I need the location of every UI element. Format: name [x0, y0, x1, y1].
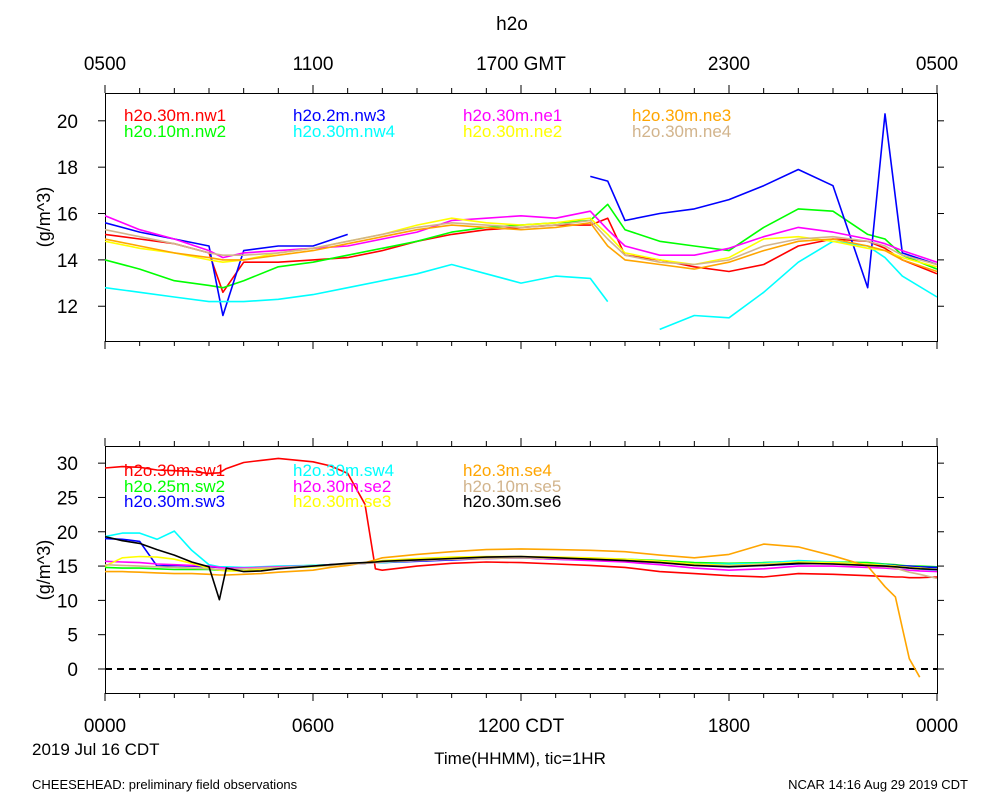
series-line-h2o.30m.nw4: [105, 240, 937, 331]
legend-entry-h2o.30m.ne1: h2o.30m.ne1: [463, 106, 562, 125]
series-line-h2o.30m.ne3: [105, 222, 937, 273]
date-label: 2019 Jul 16 CDT: [32, 740, 160, 759]
legend-entry-h2o.30m.nw4: h2o.30m.nw4: [293, 122, 395, 141]
legend-entry-h2o.25m.sw2: h2o.25m.sw2: [124, 477, 225, 496]
x-axis-label: Time(HHMM), tic=1HR: [434, 749, 606, 768]
top-axis-ticklabels: 0500 1100 1700 GMT 2300 0500: [84, 54, 958, 75]
legend-entry-h2o.30m.nw1: h2o.30m.nw1: [124, 106, 226, 125]
top-y-tick-label: 12: [57, 297, 78, 318]
bottom-y-tick-label: 0: [67, 660, 78, 681]
series-line-h2o.30m.ne4: [105, 219, 937, 266]
bottom-tick-label: 0000: [916, 716, 958, 737]
bottom-y-tick-label: 20: [57, 523, 78, 544]
legend-entry-h2o.30m.ne4: h2o.30m.ne4: [632, 122, 731, 141]
top-y-axis-label: (g/m^3): [34, 187, 54, 247]
top-tick-label: 0500: [84, 54, 126, 75]
top-tick-label: 1700 GMT: [476, 54, 566, 75]
series-line-h2o.30m.ne2: [105, 217, 937, 268]
bottom-y-axis-label: (g/m^3): [34, 540, 54, 600]
series-line-h2o.3m.se4: [105, 543, 921, 678]
bottom-axis-ticklabels: 0000 0600 1200 CDT 1800 0000: [84, 716, 958, 737]
legend-entry-h2o.30m.sw4: h2o.30m.sw4: [293, 461, 394, 480]
bottom-tick-label: 0600: [292, 716, 334, 737]
legend-entry-h2o.2m.nw3: h2o.2m.nw3: [293, 106, 386, 125]
bottom-tick-label: 1800: [708, 716, 750, 737]
bottom-y-tick-label: 10: [57, 591, 78, 612]
series-line-h2o.30m.se6: [105, 535, 937, 601]
legend-entry-h2o.30m.ne2: h2o.30m.ne2: [463, 122, 562, 141]
bottom-y-tick-label: 5: [67, 626, 78, 647]
legend-entry-h2o.30m.sw1: h2o.30m.sw1: [124, 461, 225, 480]
series-line-h2o.10m.nw2: [105, 203, 937, 289]
legend-entry-h2o.30m.se3: h2o.30m.se3: [293, 492, 391, 511]
top-tick-label: 1100: [293, 54, 334, 75]
footer-right-note: NCAR 14:16 Aug 29 2019 CDT: [788, 777, 968, 792]
legend-entry-h2o.30m.ne3: h2o.30m.ne3: [632, 106, 731, 125]
top-y-tick-label: 20: [57, 112, 78, 133]
top-y-tick-label: 18: [57, 158, 78, 179]
series-line-h2o.30m.sw1: [105, 457, 937, 579]
bottom-panel: 0 5 10 15 20 25 30 (g/m^3) h2o.30m.sw1h2o.25m.sw…: [34, 438, 944, 701]
legend-entry-h2o.3m.se4: h2o.3m.se4: [463, 461, 552, 480]
legend-entry-h2o.30m.se6: h2o.30m.se6: [463, 492, 561, 511]
bottom-y-tick-label: 15: [57, 557, 78, 578]
figure-title: h2o: [496, 14, 528, 35]
series-line-h2o.2m.nw3: [105, 113, 937, 317]
top-tick-label: 0500: [916, 54, 958, 75]
legend-entry-h2o.10m.se5: h2o.10m.se5: [463, 477, 561, 496]
bottom-tick-label: 0000: [84, 716, 126, 737]
top-tick-label: 2300: [708, 54, 750, 75]
bottom-tick-label: 1200 CDT: [478, 716, 565, 737]
top-y-tick-label: 14: [57, 251, 79, 272]
top-y-tick-label: 16: [57, 205, 78, 226]
legend-entry-h2o.30m.se2: h2o.30m.se2: [293, 477, 391, 496]
legend-entry-h2o.10m.nw2: h2o.10m.nw2: [124, 122, 226, 141]
footer-left-note: CHEESEHEAD: preliminary field observatio…: [32, 777, 298, 792]
bottom-y-tick-label: 25: [57, 488, 78, 509]
bottom-y-tick-label: 30: [57, 454, 78, 475]
legend-entry-h2o.30m.sw3: h2o.30m.sw3: [124, 492, 225, 511]
